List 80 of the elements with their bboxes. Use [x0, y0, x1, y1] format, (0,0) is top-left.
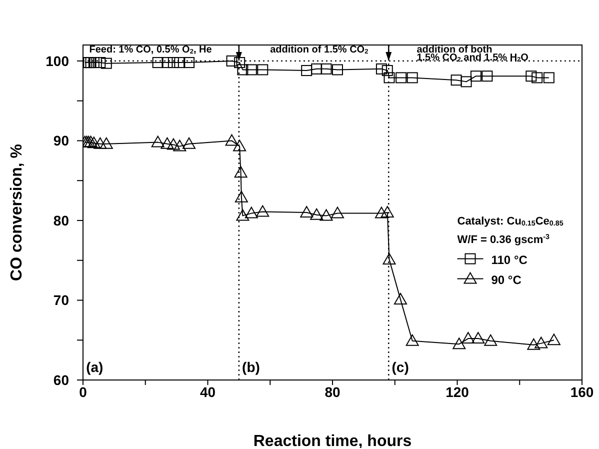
- point: [173, 140, 186, 152]
- y-axis-title: CO conversion, %: [8, 144, 26, 281]
- point: [380, 206, 394, 218]
- point: [301, 65, 312, 76]
- point: [460, 76, 472, 88]
- point: [182, 137, 196, 149]
- point: [450, 74, 462, 86]
- point: [87, 136, 100, 148]
- point: [256, 205, 270, 217]
- point: [526, 70, 537, 82]
- point: [225, 134, 238, 146]
- point: [174, 57, 186, 68]
- point: [320, 209, 333, 221]
- point: [452, 338, 466, 350]
- point: [234, 166, 248, 178]
- x-tick-label: 160: [570, 384, 594, 400]
- point: [257, 64, 268, 76]
- point: [462, 332, 475, 344]
- x-tick-label: 80: [324, 384, 340, 400]
- point: [184, 57, 195, 68]
- point: [246, 64, 257, 76]
- point: [330, 206, 344, 218]
- point: [226, 55, 238, 66]
- annotation: (b): [242, 359, 260, 376]
- point: [374, 206, 388, 218]
- y-tick-label: 80: [53, 212, 70, 228]
- annotation: Feed: 1% CO, 0.5% O$_{2}$, He: [89, 44, 212, 56]
- point: [233, 140, 246, 152]
- point: [527, 338, 540, 350]
- point: [94, 57, 106, 68]
- point: [166, 138, 180, 150]
- point: [482, 70, 493, 82]
- point: [100, 137, 113, 149]
- point: [543, 72, 554, 84]
- point: [382, 253, 396, 265]
- point: [484, 334, 498, 346]
- point: [534, 336, 548, 348]
- point: [300, 206, 314, 218]
- annotation: W/F = 0.36 gscm$^{-3}$: [457, 232, 550, 246]
- point: [406, 334, 419, 346]
- point: [472, 332, 485, 344]
- point: [532, 72, 543, 84]
- point: [162, 57, 173, 68]
- y-tick-label: 70: [53, 292, 70, 308]
- x-tick-label: 0: [79, 384, 88, 400]
- point: [376, 63, 387, 74]
- point: [384, 72, 395, 84]
- annotation: Catalyst: Cu$_{0.15}$Ce$_{0.85}$: [457, 215, 564, 228]
- point: [88, 57, 100, 68]
- point: [310, 208, 324, 220]
- y-tick-label: 60: [53, 372, 70, 388]
- annotation: (c): [392, 359, 409, 376]
- point: [311, 63, 322, 74]
- point: [394, 292, 407, 304]
- y-tick-label: 90: [53, 132, 70, 149]
- legend-label: 90 °C: [491, 272, 522, 287]
- point: [332, 64, 343, 76]
- point: [160, 137, 174, 149]
- point: [470, 70, 482, 82]
- point: [406, 72, 418, 84]
- y-tick-label: 100: [46, 52, 70, 69]
- point: [320, 63, 332, 74]
- legend-label: 110 °C: [491, 252, 528, 267]
- point: [234, 190, 248, 202]
- point: [236, 209, 250, 221]
- point: [396, 72, 407, 84]
- point: [237, 64, 248, 76]
- point: [234, 57, 246, 68]
- x-tick-label: 40: [200, 384, 216, 400]
- point: [244, 206, 258, 218]
- point: [382, 65, 393, 76]
- point: [547, 334, 560, 346]
- annotation: addition of 1.5% CO$_{2}$: [270, 44, 369, 56]
- point: [151, 136, 164, 148]
- x-tick-label: 120: [446, 384, 470, 400]
- point: [168, 57, 179, 68]
- point: [152, 57, 164, 68]
- point: [94, 137, 107, 149]
- annotation: (a): [86, 359, 104, 376]
- point: [100, 58, 112, 69]
